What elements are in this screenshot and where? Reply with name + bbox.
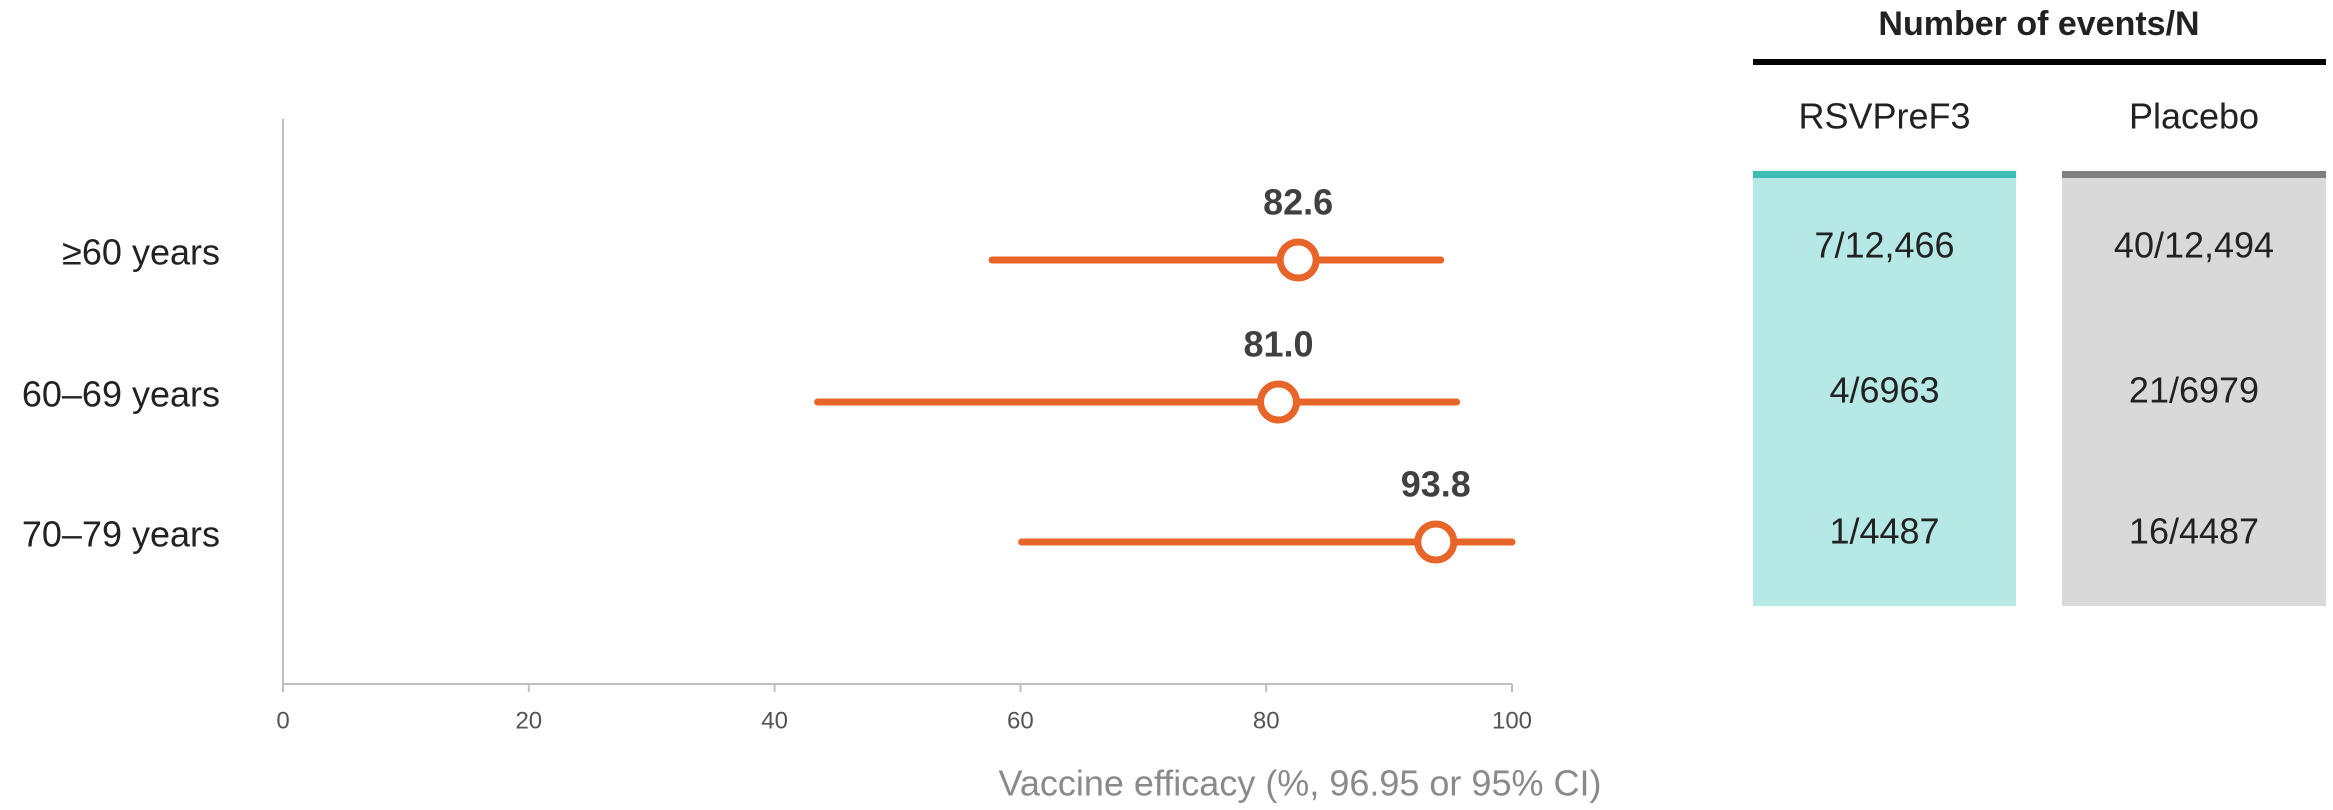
value-label: 82.6 [1263, 182, 1333, 223]
x-tick-label: 0 [276, 707, 289, 734]
x-tick-label: 40 [761, 707, 788, 734]
table-cell: 7/12,466 [1814, 225, 1954, 266]
x-tick-label: 100 [1492, 707, 1532, 734]
column-top [2062, 171, 2326, 178]
x-axis-title: Vaccine efficacy (%, 96.95 or 95% CI) [999, 763, 1602, 804]
x-tick-label: 60 [1007, 707, 1034, 734]
column-header: RSVPreF3 [1798, 96, 1970, 137]
point [1276, 238, 1320, 282]
table-cell: 40/12,494 [2114, 225, 2274, 266]
point [1256, 380, 1300, 424]
category-label: 60–69 years [22, 374, 220, 415]
column-header: Placebo [2129, 96, 2259, 137]
value-label: 81.0 [1243, 324, 1313, 365]
x-tick-label: 80 [1253, 707, 1280, 734]
column-fill [2062, 174, 2326, 606]
table-cell: 1/4487 [1829, 511, 1939, 552]
category-label: 70–79 years [22, 514, 220, 555]
column-fill [1753, 174, 2016, 606]
table-cell: 16/4487 [2129, 511, 2259, 552]
category-label: ≥60 years [62, 232, 220, 273]
table-title: Number of events/N [1878, 5, 2199, 43]
point [1414, 520, 1458, 564]
table-cell: 4/6963 [1829, 370, 1939, 411]
table-cell: 21/6979 [2129, 370, 2259, 411]
value-label: 93.8 [1401, 464, 1471, 505]
x-tick-label: 20 [515, 707, 542, 734]
column-top [1753, 171, 2016, 178]
